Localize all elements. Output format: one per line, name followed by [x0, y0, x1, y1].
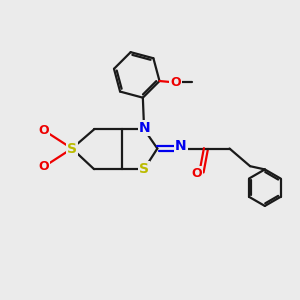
Text: O: O [38, 160, 49, 173]
Text: S: S [67, 142, 77, 155]
Text: N: N [175, 139, 187, 153]
Text: O: O [192, 167, 203, 180]
Text: N: N [139, 121, 151, 135]
Text: O: O [170, 76, 181, 89]
Text: S: S [139, 162, 149, 176]
Text: O: O [38, 124, 49, 137]
